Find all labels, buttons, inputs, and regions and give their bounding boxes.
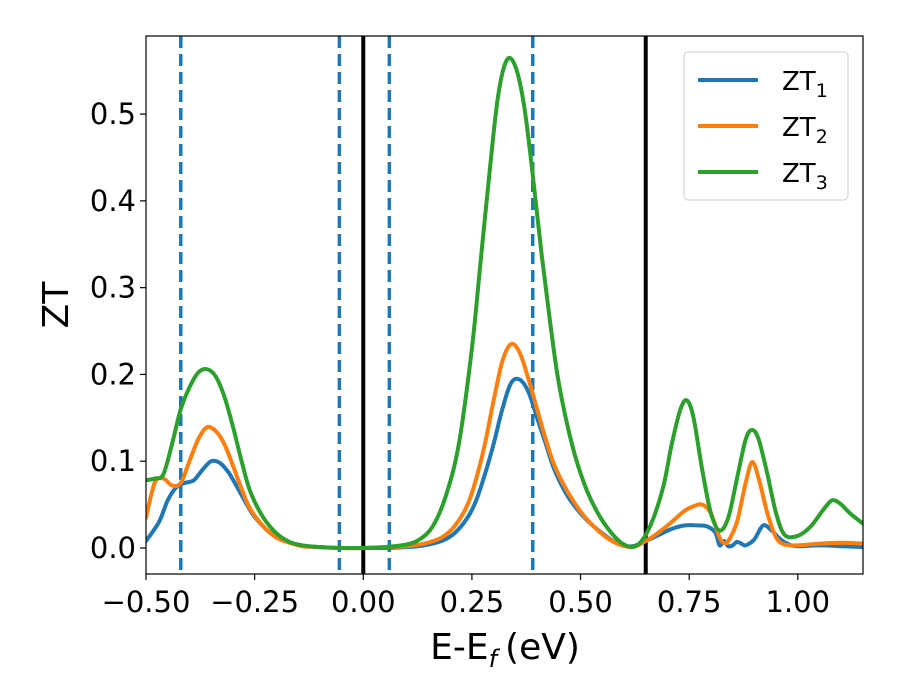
x-tick-label: −0.50 — [102, 585, 191, 619]
series-line-zt3 — [146, 56, 863, 551]
x-tick-label: 0.75 — [657, 585, 722, 619]
y-tick-label: 0.4 — [90, 184, 136, 218]
y-tick-label: 0.5 — [90, 97, 136, 131]
y-tick-label: 0.0 — [90, 531, 136, 565]
series-group — [146, 56, 863, 551]
y-tick-label: 0.1 — [90, 444, 136, 478]
series-line-zt2 — [146, 341, 863, 551]
y-axis: 0.0 0.1 0.2 0.3 0.4 0.5 — [90, 97, 146, 565]
reference-lines — [179, 36, 648, 574]
y-tick-label: 0.2 — [90, 357, 136, 391]
x-axis-title-subscript: f — [489, 645, 501, 673]
x-tick-label: 0.25 — [440, 585, 505, 619]
x-axis-title-unit: (eV) — [505, 627, 580, 668]
legend-label-zt3: ZT3 — [782, 159, 828, 194]
legend: ZT1 ZT2 ZT3 — [683, 51, 849, 201]
legend-label-zt1: ZT1 — [782, 67, 828, 102]
legend-box — [683, 51, 849, 201]
x-axis-title-main: E-E — [430, 627, 488, 668]
x-tick-label: 0.00 — [331, 585, 396, 619]
x-axis: −0.50 −0.25 0.00 0.25 0.50 0.75 1.00 — [102, 574, 831, 619]
y-tick-label: 0.3 — [90, 271, 136, 305]
plot-frame — [145, 35, 864, 575]
x-tick-label: 1.00 — [766, 585, 831, 619]
x-tick-label: 0.50 — [548, 585, 613, 619]
x-axis-title: E-Ef (eV) — [430, 627, 580, 673]
legend-label-zt2: ZT2 — [782, 113, 828, 148]
x-tick-label: −0.25 — [210, 585, 299, 619]
y-axis-title: ZT — [36, 281, 77, 329]
